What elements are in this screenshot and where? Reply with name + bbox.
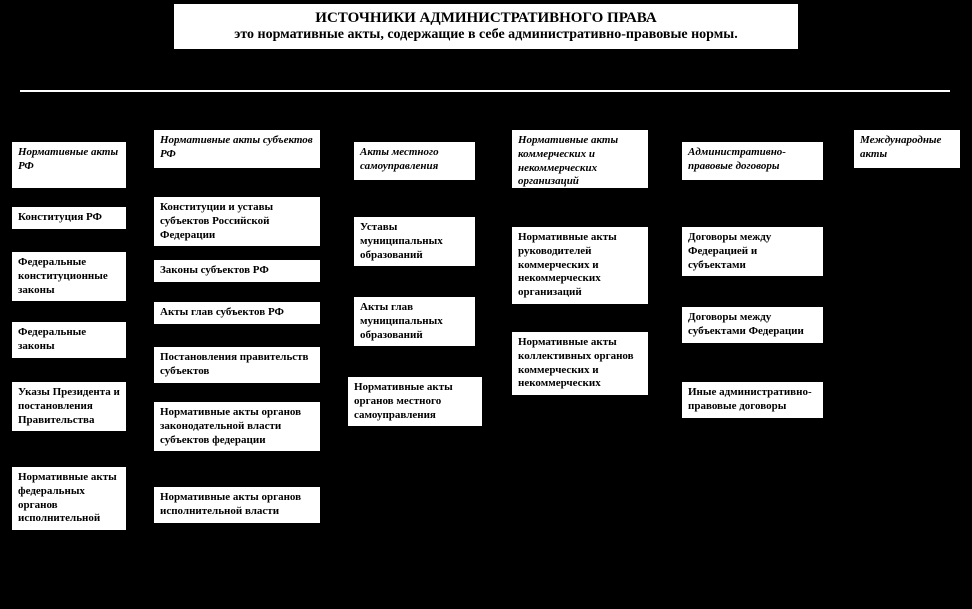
- header-title: ИСТОЧНИКИ АДМИНИСТРАТИВНОГО ПРАВА: [184, 10, 788, 27]
- col6-header: Международные акты: [852, 128, 962, 170]
- header-subtitle: это нормативные акты, содержащие в себе …: [184, 27, 788, 43]
- col2-item-5: Нормативные акты органов исполнительной …: [152, 485, 322, 525]
- col4-header: Нормативные акты коммерческих и некоммер…: [510, 128, 650, 190]
- col1-item-4: Нормативные акты федеральных органов исп…: [10, 465, 128, 532]
- col2-item-0: Конституции и уставы субъектов Российско…: [152, 195, 322, 248]
- col3-item-1: Акты глав муниципальных образований: [352, 295, 477, 348]
- col4-item-1: Нормативные акты коллективных органов ко…: [510, 330, 650, 397]
- col2-item-1: Законы субъектов РФ: [152, 258, 322, 284]
- col1-item-1: Федеральные конституционные законы: [10, 250, 128, 303]
- col3-item-2: Нормативные акты органов местного самоуп…: [346, 375, 484, 428]
- col3-item-0: Уставы муниципальных образований: [352, 215, 477, 268]
- connector-line: [20, 90, 950, 92]
- col5-header: Административно-правовые договоры: [680, 140, 825, 182]
- col5-item-2: Иные административно-правовые договоры: [680, 380, 825, 420]
- col2-item-3: Постановления правительств субъектов: [152, 345, 322, 385]
- col1-item-2: Федеральные законы: [10, 320, 128, 360]
- col1-item-0: Конституция РФ: [10, 205, 128, 231]
- header-box: ИСТОЧНИКИ АДМИНИСТРАТИВНОГО ПРАВА это но…: [172, 2, 800, 51]
- col3-header: Акты местного самоуправления: [352, 140, 477, 182]
- col1-item-3: Указы Президента и постановления Правите…: [10, 380, 128, 433]
- col2-header: Нормативные акты субъектов РФ: [152, 128, 322, 170]
- col4-item-0: Нормативные акты руководителей коммерчес…: [510, 225, 650, 306]
- col2-item-4: Нормативные акты органов законодательной…: [152, 400, 322, 453]
- col1-header: Нормативные акты РФ: [10, 140, 128, 190]
- col5-item-1: Договоры между субъектами Федерации: [680, 305, 825, 345]
- col5-item-0: Договоры между Федерацией и субъектами: [680, 225, 825, 278]
- col2-item-2: Акты глав субъектов РФ: [152, 300, 322, 326]
